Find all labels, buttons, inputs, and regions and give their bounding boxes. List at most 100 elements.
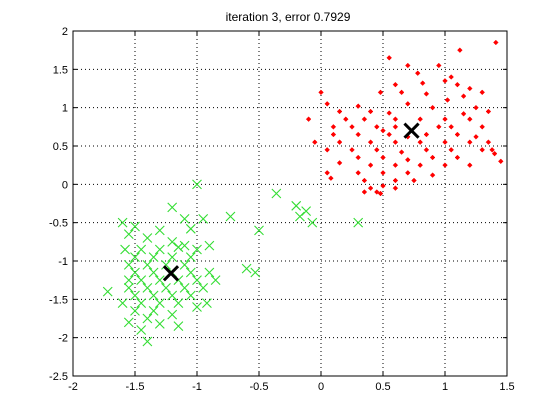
- axis-ticks: -2 -1.5 -1 -0.5 0 0.5 1 1.5-2.5-2-1.5-1-0.500.5…: [49, 26, 515, 393]
- red-diamond-point: [442, 116, 448, 122]
- red-diamond-point: [374, 189, 380, 195]
- green-x-point: [130, 305, 140, 316]
- x-tick-label: -1: [192, 381, 202, 393]
- red-diamond-point: [479, 89, 485, 96]
- chart-title: iteration 3, error 0.7929: [226, 10, 351, 24]
- y-tick-label: 0: [62, 179, 68, 191]
- red-diamond-point: [467, 85, 473, 92]
- red-diamond-point: [411, 177, 417, 184]
- green-x-point: [192, 302, 202, 312]
- green-x-point: [173, 242, 184, 253]
- green-x-point: [185, 252, 196, 263]
- x-tick-label: 0.5: [375, 381, 390, 393]
- green-x-point: [136, 244, 147, 255]
- red-diamond-point: [423, 91, 430, 97]
- red-diamond-point: [336, 160, 343, 166]
- red-diamond-point: [429, 172, 436, 178]
- red-diamond-point: [491, 150, 498, 157]
- x-tick-label: -0.5: [250, 381, 269, 393]
- red-diamond-point: [324, 101, 330, 107]
- red-diamond-point: [328, 175, 334, 181]
- red-diamond-point: [417, 116, 423, 122]
- green-x-point: [123, 282, 134, 293]
- green-x-point: [136, 298, 147, 309]
- green-x-point: [202, 298, 212, 309]
- red-diamond-point: [436, 124, 442, 130]
- green-x-point: [254, 225, 264, 236]
- centroid-x-marker: [403, 122, 420, 139]
- y-tick-label: 0.5: [53, 141, 68, 153]
- red-diamond-point: [457, 47, 463, 53]
- red-diamond-point: [361, 116, 368, 122]
- green-x-point: [167, 290, 178, 301]
- green-x-point: [307, 217, 318, 228]
- green-x-point: [130, 267, 140, 278]
- red-diamond-point: [436, 62, 442, 69]
- x-tick-label: -2: [68, 381, 78, 393]
- red-diamond-point: [355, 154, 361, 161]
- red-diamond-point: [374, 124, 380, 130]
- red-diamond-point: [392, 177, 399, 184]
- red-diamond-point: [392, 81, 399, 88]
- green-x-point: [185, 267, 196, 278]
- red-diamond-point: [448, 124, 454, 130]
- red-diamond-point: [367, 108, 374, 115]
- green-x-point: [102, 286, 113, 297]
- red-diamond-point: [423, 131, 430, 138]
- green-x-point: [148, 305, 159, 316]
- green-x-point: [148, 290, 159, 301]
- red-diamond-point: [349, 147, 355, 153]
- red-diamond-point: [380, 170, 386, 176]
- red-diamond-point: [380, 183, 386, 189]
- red-diamond-point: [405, 101, 411, 107]
- green-x-point: [241, 263, 252, 274]
- red-diamond-point: [380, 154, 386, 161]
- green-x-point: [142, 259, 153, 270]
- green-x-point: [185, 290, 196, 301]
- red-diamond-point: [498, 158, 504, 165]
- green-x-point: [167, 202, 178, 213]
- x-tick-label: 0: [318, 381, 324, 393]
- green-x-point: [120, 244, 130, 255]
- red-diamond-point: [460, 93, 467, 99]
- green-x-point: [167, 252, 178, 263]
- green-x-point: [179, 259, 190, 270]
- red-diamond-point: [324, 170, 330, 176]
- red-diamond-point: [377, 89, 384, 96]
- y-tick-label: -1.5: [49, 294, 68, 306]
- centroid-x-marker: [162, 265, 180, 282]
- red-diamond-point: [454, 131, 461, 138]
- green-x-point: [167, 236, 178, 247]
- red-diamond-point: [423, 147, 430, 153]
- red-diamond-point: [467, 162, 473, 168]
- y-tick-label: 1.5: [53, 64, 68, 76]
- red-diamond-point: [392, 116, 399, 122]
- y-tick-label: 2: [62, 26, 68, 38]
- red-diamond-point: [336, 108, 343, 115]
- green-x-point: [136, 325, 147, 335]
- red-diamond-point: [349, 124, 355, 130]
- red-diamond-point: [312, 139, 318, 145]
- green-x-point: [179, 282, 190, 293]
- green-x-point: [142, 233, 153, 243]
- red-diamond-point: [448, 74, 454, 80]
- centroid-markers: [162, 122, 420, 282]
- x-tick-label: 1: [442, 381, 448, 393]
- green-x-point: [142, 336, 153, 347]
- green-x-point: [192, 275, 202, 286]
- green-x-point: [179, 213, 190, 224]
- red-diamond-point: [355, 131, 361, 138]
- red-diamond-point: [467, 139, 473, 145]
- red-diamond-point: [330, 131, 337, 138]
- red-diamond-point: [355, 170, 361, 176]
- green-x-point: [210, 275, 221, 286]
- green-x-point: [225, 211, 236, 222]
- x-tick-label: -1.5: [126, 381, 145, 393]
- green-x-point: [173, 321, 184, 332]
- green-x-point: [301, 206, 312, 217]
- green-x-point: [295, 211, 305, 222]
- red-diamond-point: [442, 139, 448, 145]
- green-x-point: [142, 282, 153, 293]
- red-diamond-point: [405, 62, 411, 69]
